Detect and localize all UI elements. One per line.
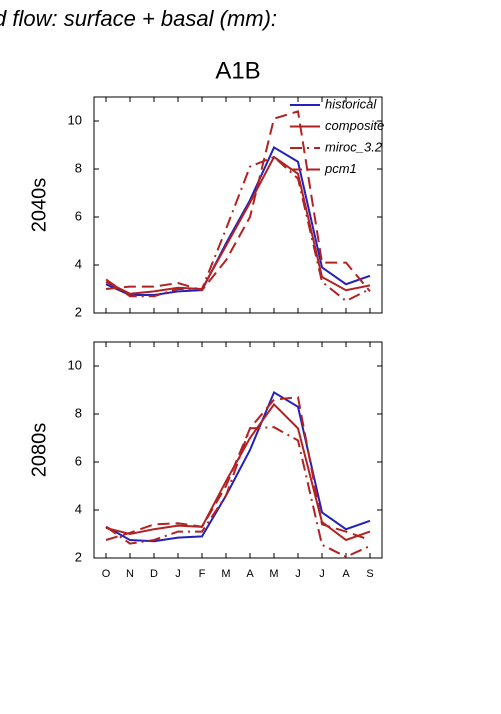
series-line bbox=[105, 390, 371, 543]
plot-frame bbox=[93, 96, 383, 314]
legend-label: miroc_3.2 bbox=[325, 139, 383, 154]
x-tick-label: N bbox=[126, 568, 134, 580]
x-tick-label: M bbox=[269, 568, 278, 580]
y-tick-label: 8 bbox=[75, 160, 82, 175]
figure-title: d flow: surface + basal (mm): bbox=[0, 6, 277, 31]
y-axis-label: 2040s bbox=[28, 178, 50, 233]
series-line bbox=[105, 396, 371, 541]
x-tick-label: A bbox=[246, 568, 254, 580]
y-tick-label: 2 bbox=[75, 304, 82, 319]
legend-label: historical bbox=[325, 96, 377, 111]
y-tick-label: 8 bbox=[75, 405, 82, 420]
y-tick-label: 2 bbox=[75, 549, 82, 564]
x-tick-label: M bbox=[221, 568, 230, 580]
series-line bbox=[105, 155, 371, 295]
x-tick-label: S bbox=[366, 568, 373, 580]
x-tick-label: J bbox=[295, 568, 301, 580]
legend-label: pcm1 bbox=[324, 161, 357, 176]
x-tick-label: O bbox=[102, 568, 111, 580]
y-axis-label: 2080s bbox=[28, 423, 50, 478]
y-tick-label: 4 bbox=[75, 501, 82, 516]
series-line bbox=[105, 426, 371, 558]
y-tick-label: 10 bbox=[68, 112, 82, 127]
x-tick-label: F bbox=[199, 568, 206, 580]
y-tick-label: 6 bbox=[75, 208, 82, 223]
y-tick-label: 6 bbox=[75, 453, 82, 468]
plot-frame bbox=[93, 341, 383, 559]
series-line bbox=[105, 155, 371, 303]
x-tick-label: D bbox=[150, 568, 158, 580]
series-line bbox=[105, 145, 371, 296]
scenario-title: A1B bbox=[215, 57, 260, 84]
x-tick-label: A bbox=[342, 568, 350, 580]
y-tick-label: 4 bbox=[75, 256, 82, 271]
series-line bbox=[105, 110, 371, 293]
y-tick-label: 10 bbox=[68, 357, 82, 372]
x-tick-label: J bbox=[175, 568, 181, 580]
x-tick-label: J bbox=[319, 568, 325, 580]
legend-label: composite bbox=[325, 118, 384, 133]
